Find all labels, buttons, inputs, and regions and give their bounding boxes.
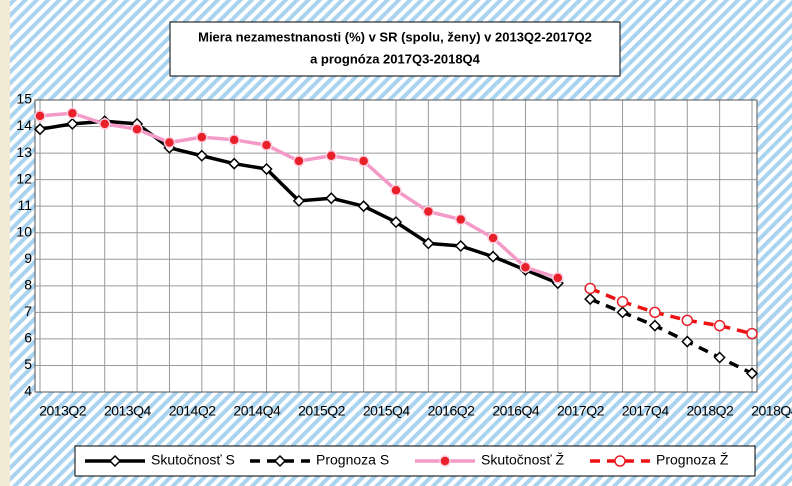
point [163, 136, 176, 149]
point [325, 192, 338, 205]
point [552, 272, 564, 284]
y-tick-label: 4 [24, 383, 32, 399]
x-tick-label: 2018Q4 [751, 403, 792, 419]
point [454, 213, 467, 226]
x-tick-label: 2015Q4 [363, 403, 411, 419]
legend-marker [273, 454, 287, 468]
point [584, 293, 597, 306]
y-tick-label: 15 [16, 91, 32, 107]
y-tick-label: 12 [16, 170, 32, 186]
point [292, 194, 305, 207]
point [293, 155, 305, 167]
point [422, 205, 435, 218]
legend-label: Skutočnosť Ž [481, 452, 565, 468]
x-tick-label: 2015Q2 [298, 403, 346, 419]
legend-label: Skutočnosť S [151, 452, 235, 468]
y-tick-label: 5 [24, 356, 32, 372]
y-tick-label: 10 [16, 223, 32, 239]
point [519, 261, 532, 273]
y-tick-label: 7 [24, 303, 32, 319]
point [66, 117, 79, 130]
point [390, 184, 402, 197]
point [454, 239, 467, 253]
title-box [169, 21, 621, 77]
point [260, 162, 273, 176]
point [616, 306, 629, 319]
legend-marker [108, 454, 122, 468]
point [584, 282, 596, 295]
x-tick-label: 2014Q4 [233, 403, 281, 419]
y-tick-label: 14 [16, 117, 32, 133]
point [745, 367, 759, 380]
legend-marker [439, 455, 451, 467]
point [713, 319, 726, 332]
y-tick-label: 11 [17, 197, 32, 213]
x-tick-label: 2017Q2 [557, 403, 605, 419]
point [713, 351, 726, 364]
point [389, 216, 403, 229]
point [746, 327, 758, 340]
y-tick-label: 6 [24, 330, 32, 346]
y-tick-label: 13 [16, 144, 32, 160]
x-tick-label: 2016Q2 [428, 403, 476, 419]
point [131, 123, 143, 135]
point [228, 157, 241, 170]
x-tick-label: 2018Q2 [687, 403, 735, 419]
point [325, 149, 338, 162]
y-tick-label: 8 [24, 277, 32, 293]
point [228, 134, 240, 146]
point [98, 118, 111, 130]
chart-title: Miera nezamestnanosti (%) v SR (spolu, ž… [198, 29, 592, 44]
point [681, 314, 694, 327]
point [196, 131, 208, 143]
point [487, 232, 499, 244]
x-tick-label: 2017Q4 [622, 403, 670, 419]
point [648, 319, 661, 332]
point [195, 149, 208, 162]
legend-marker [614, 455, 626, 467]
point [260, 139, 273, 151]
point [33, 123, 47, 136]
legend-label: Prognoza Ž [656, 452, 729, 468]
point [422, 237, 435, 250]
point [357, 200, 370, 213]
point [34, 110, 46, 122]
chart-subtitle: a prognóza 2017Q3-2018Q4 [310, 51, 481, 66]
y-tick-label: 9 [24, 250, 32, 266]
point [487, 250, 500, 263]
point [357, 155, 370, 167]
point [66, 107, 79, 120]
point [616, 295, 629, 308]
legend-label: Prognoza S [316, 452, 389, 468]
x-tick-label: 2014Q2 [169, 403, 217, 419]
point [649, 306, 661, 319]
plot-border [34, 99, 758, 393]
x-tick-label: 2013Q2 [39, 403, 87, 419]
series-line [589, 297, 753, 375]
point [681, 335, 694, 348]
x-tick-label: 2016Q4 [492, 403, 540, 419]
x-tick-label: 2013Q4 [104, 403, 152, 419]
